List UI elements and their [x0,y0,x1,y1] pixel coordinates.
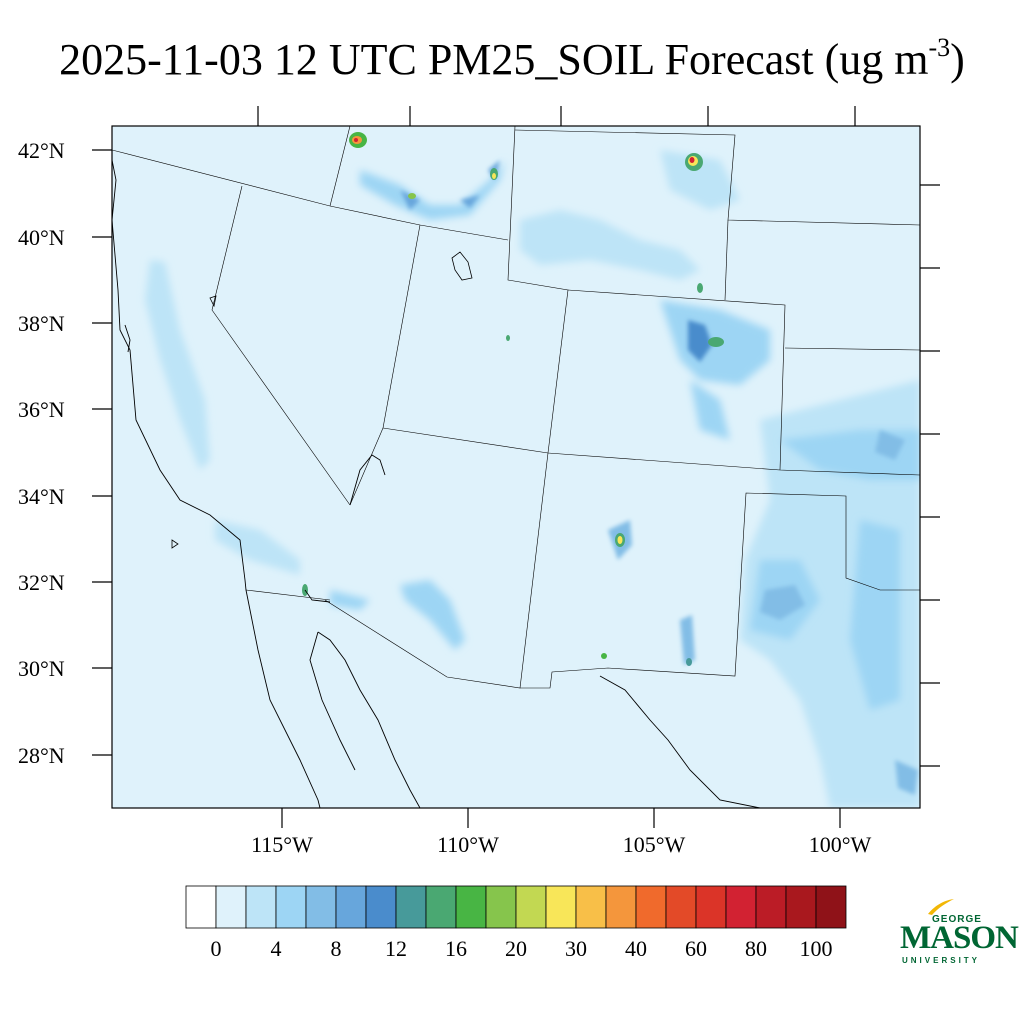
plume-colorado-front-range [660,300,770,440]
colorbar-swatch [455,885,487,929]
logo-university-text: UNIVERSITY [902,956,981,965]
colorbar-tick-label: 16 [445,936,467,961]
colorbar-swatch [785,885,817,929]
title-main: 2025-11-03 12 UTC PM25_SOIL Forecast (ug… [59,35,929,84]
colorbar-swatch [575,885,607,929]
plume-sw-arizona [330,580,465,650]
lat-label: 38°N [18,311,65,336]
lat-label: 28°N [18,743,65,768]
lat-label: 42°N [18,138,65,163]
plume-west-texas [750,430,920,710]
lon-label: 100°W [808,832,872,857]
lon-label: 110°W [437,832,499,857]
colorbar-swatch [695,885,727,929]
colorbar-swatch [215,885,247,929]
title-close: ) [950,35,965,84]
colorbar-tick-label: 12 [385,936,407,961]
colorbar-tick-label: 0 [210,936,222,961]
lat-label: 40°N [18,225,65,250]
logo-mason-text: MASON [900,920,1019,956]
chart-title: 2025-11-03 12 UTC PM25_SOIL Forecast (ug… [0,30,1024,90]
gmu-logo: GEORGE MASON UNIVERSITY [896,898,1019,970]
colorbar-tick-label: 20 [505,936,527,961]
map-ticks [92,106,940,828]
map-frame [111,125,921,809]
colorbar-swatch [725,885,757,929]
hotspot-idaho-east-hotspot [408,168,498,199]
lat-label: 30°N [18,656,65,681]
colorbar-swatch [185,885,217,929]
colorbar-swatch [275,885,307,929]
colorbar-swatch [815,885,847,929]
colorbar-tick-label: 4 [270,936,282,961]
colorbar-swatch [665,885,697,929]
colorbar-swatch [485,885,517,929]
colorbar-tick-label: 40 [625,936,647,961]
colorbar-tick-label: 30 [565,936,587,961]
colorbar-swatch [395,885,427,929]
pm25-fields [112,126,920,808]
colorbar-swatch [605,885,637,929]
colorbar-swatch [245,885,277,929]
colorbar-swatch [425,885,457,929]
lon-label: 115°W [251,832,313,857]
plume-west-texas-core [760,430,918,795]
hotspot-wyoming-hotspot [685,153,703,171]
plume-southern-idaho-core [400,160,500,210]
colorbar-swatch [545,885,577,929]
plume-southern-nm [608,520,695,665]
colorbar [185,885,847,929]
colorbar-swatch [335,885,367,929]
colorbar-swatch [305,885,337,929]
colorbar-tick-label: 100 [799,936,833,961]
plume-southwest-wyoming [520,150,740,280]
plume-se-colorado [688,320,712,362]
lat-label: 36°N [18,397,65,422]
colorbar-swatch [515,885,547,929]
colorbar-tick-label: 8 [330,936,342,961]
lon-label: 105°W [622,832,686,857]
colorbar-swatch [635,885,667,929]
lat-label: 34°N [18,484,65,509]
colorbar-swatch [755,885,787,929]
hotspot-idaho-hotspot [349,132,367,148]
colorbar-tick-label: 60 [685,936,707,961]
title-superscript: -3 [928,33,951,62]
lat-label: 32°N [18,570,65,595]
hotspot-colorado-hotspot [697,283,724,347]
coastlines [112,159,761,808]
logo-george-text: GEORGE [932,914,982,925]
state-boundaries [112,126,920,689]
logo-swoosh-icon [928,899,954,915]
lakes [171,251,473,549]
plume-central-valley-ca [145,260,300,575]
colorbar-tick-label: 80 [745,936,767,961]
hotspot-nm-hotspot [615,533,625,547]
colorbar-swatch [365,885,397,929]
